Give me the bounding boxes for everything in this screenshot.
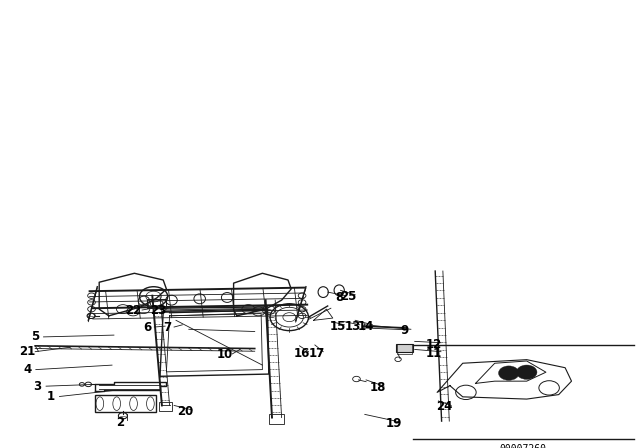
Text: 16: 16 [294, 346, 310, 360]
Circle shape [516, 365, 537, 379]
Text: 11: 11 [426, 346, 442, 360]
Text: 6: 6 [143, 320, 151, 334]
Text: 23: 23 [150, 303, 167, 317]
Bar [147, 299, 166, 308]
Text: 17: 17 [308, 346, 325, 360]
Text: 8: 8 [335, 291, 343, 305]
Bar [396, 344, 413, 352]
Text: 13: 13 [345, 319, 362, 333]
Text: 18: 18 [369, 381, 386, 394]
Text: 00007260: 00007260 [500, 444, 547, 448]
Text: 25: 25 [340, 290, 357, 303]
Text: 9: 9 [401, 324, 408, 337]
Bar [269, 414, 284, 424]
Text: 24: 24 [436, 400, 453, 414]
Bar [397, 344, 412, 354]
Text: 21: 21 [19, 345, 36, 358]
Circle shape [499, 366, 519, 380]
Text: 19: 19 [385, 417, 402, 430]
Text: 20: 20 [177, 405, 194, 418]
Text: 10: 10 [217, 348, 234, 362]
Text: 15: 15 [330, 319, 346, 333]
Text: 5: 5 [31, 330, 39, 344]
Text: 12: 12 [426, 337, 442, 351]
Text: 1: 1 [47, 390, 55, 403]
Text: 2: 2 [116, 416, 124, 429]
Text: 4: 4 [24, 363, 31, 376]
Text: 3: 3 [33, 379, 41, 393]
Text: 22: 22 [125, 303, 141, 317]
Text: 14: 14 [358, 319, 374, 333]
Bar [159, 402, 172, 411]
Bar [95, 395, 156, 412]
Text: 7: 7 [164, 320, 172, 334]
